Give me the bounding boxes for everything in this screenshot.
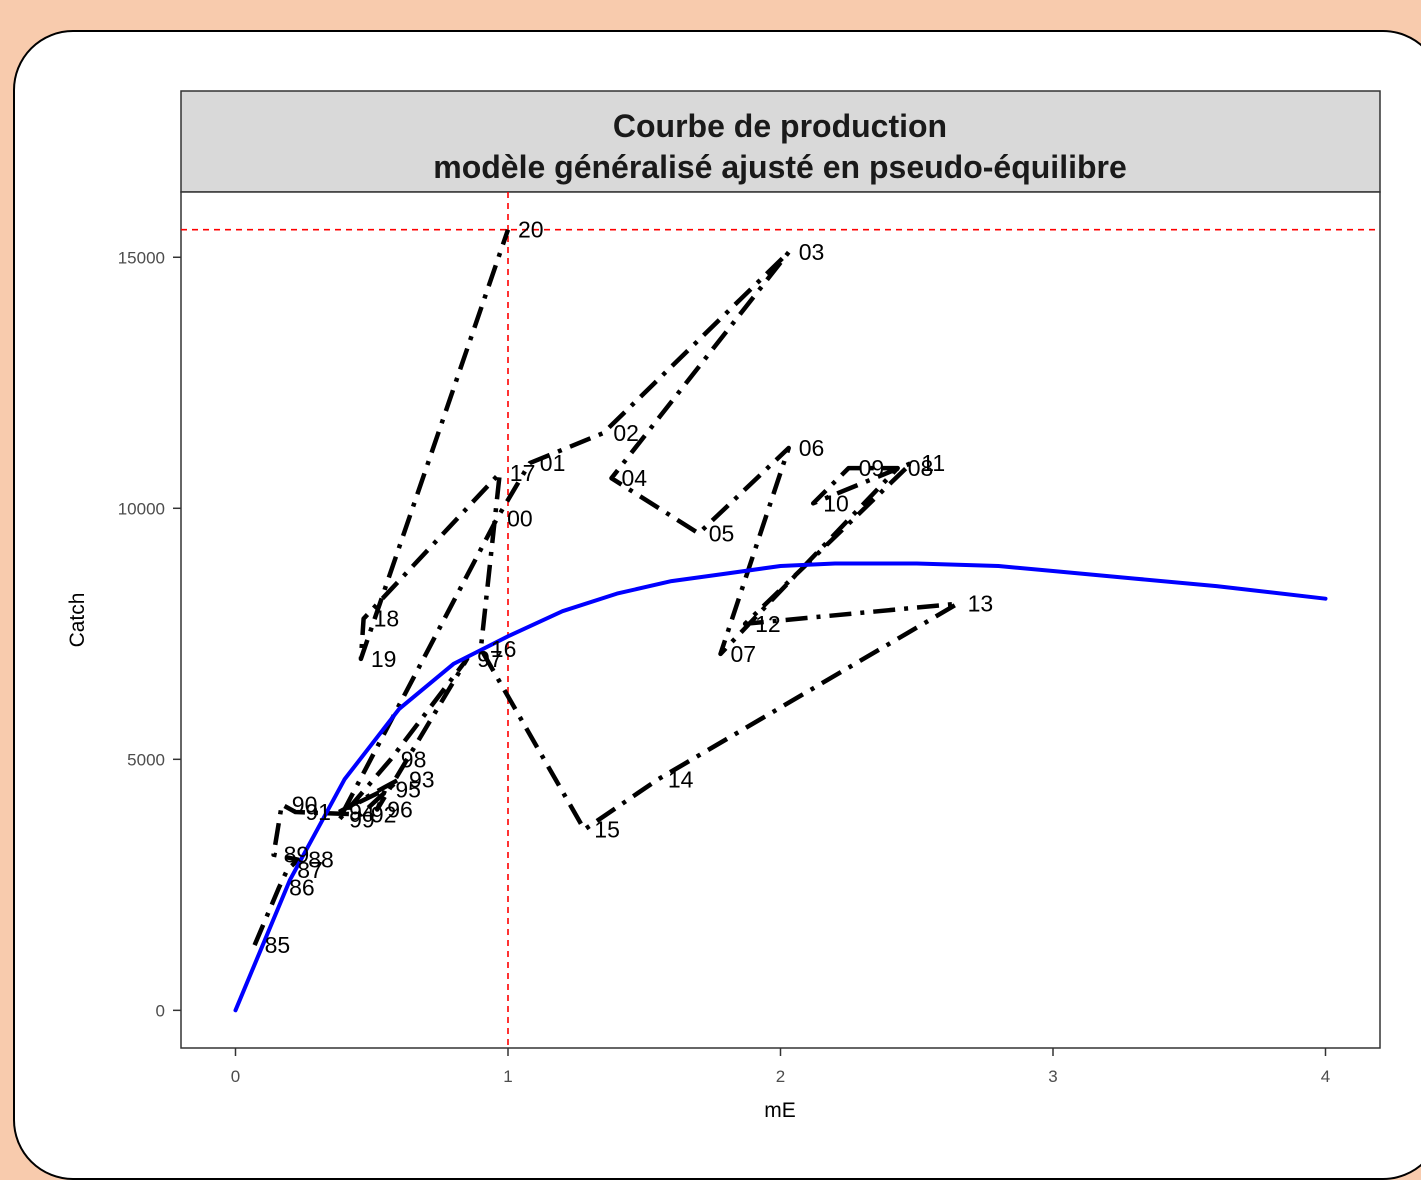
point-label-95: 95	[395, 776, 421, 802]
point-label-90: 90	[292, 792, 318, 818]
point-label-12: 12	[755, 611, 781, 637]
chart-svg: Courbe de production modèle généralisé a…	[66, 90, 1381, 1122]
catch-effort-trajectory-line	[252, 228, 960, 946]
fitted-production-curve	[233, 561, 1328, 1013]
point-label-92: 92	[371, 802, 397, 828]
point-label-11: 11	[921, 450, 945, 476]
point-label-07: 07	[731, 641, 757, 667]
point-label-97: 97	[477, 646, 503, 672]
point-label-96: 96	[387, 797, 413, 823]
point-label-18: 18	[374, 606, 400, 632]
point-label-91: 91	[305, 799, 331, 825]
x-axis-title: mE	[764, 1099, 796, 1122]
x-tick-label-0: 0	[231, 1067, 240, 1086]
point-label-09: 09	[859, 455, 885, 481]
chart-title-line-1: Courbe de production	[613, 108, 947, 144]
point-label-88: 88	[308, 847, 334, 873]
point-label-94: 94	[349, 799, 375, 825]
point-label-01: 01	[540, 450, 566, 476]
point-label-19: 19	[371, 646, 397, 672]
point-label-86: 86	[289, 874, 315, 900]
point-label-08: 08	[908, 455, 934, 481]
point-label-99: 99	[349, 807, 375, 833]
point-label-16: 16	[491, 636, 517, 662]
y-tick-label-5000: 5000	[127, 750, 165, 769]
point-label-93: 93	[409, 766, 435, 792]
chart-title-line-2: modèle généralisé ajusté en pseudo-équil…	[433, 149, 1127, 185]
reference-lines	[181, 192, 1380, 1048]
point-label-15: 15	[594, 817, 620, 843]
point-label-20: 20	[518, 217, 544, 243]
x-tick-label-1: 1	[503, 1067, 512, 1086]
chart-title-strip	[180, 90, 1381, 193]
point-label-06: 06	[799, 435, 825, 461]
y-axis-title: Catch	[66, 593, 89, 648]
series-lines	[233, 228, 1328, 1013]
point-label-98: 98	[401, 746, 427, 772]
x-tick-label-4: 4	[1321, 1067, 1330, 1086]
point-label-17: 17	[510, 460, 536, 486]
point-label-85: 85	[265, 932, 291, 958]
point-label-04: 04	[622, 465, 648, 491]
point-label-02: 02	[613, 420, 639, 446]
x-tick-label-3: 3	[1048, 1067, 1057, 1086]
point-label-05: 05	[709, 520, 735, 546]
y-tick-label-15000: 15000	[118, 248, 165, 267]
x-tick-label-2: 2	[776, 1067, 785, 1086]
point-label-03: 03	[799, 239, 825, 265]
point-label-87: 87	[297, 857, 323, 883]
point-label-89: 89	[284, 842, 310, 868]
point-label-10: 10	[823, 490, 849, 516]
point-label-00: 00	[507, 505, 533, 531]
point-label-14: 14	[668, 766, 694, 792]
y-tick-label-10000: 10000	[118, 499, 165, 518]
point-label-13: 13	[968, 591, 994, 617]
y-tick-label-0: 0	[156, 1001, 165, 1020]
